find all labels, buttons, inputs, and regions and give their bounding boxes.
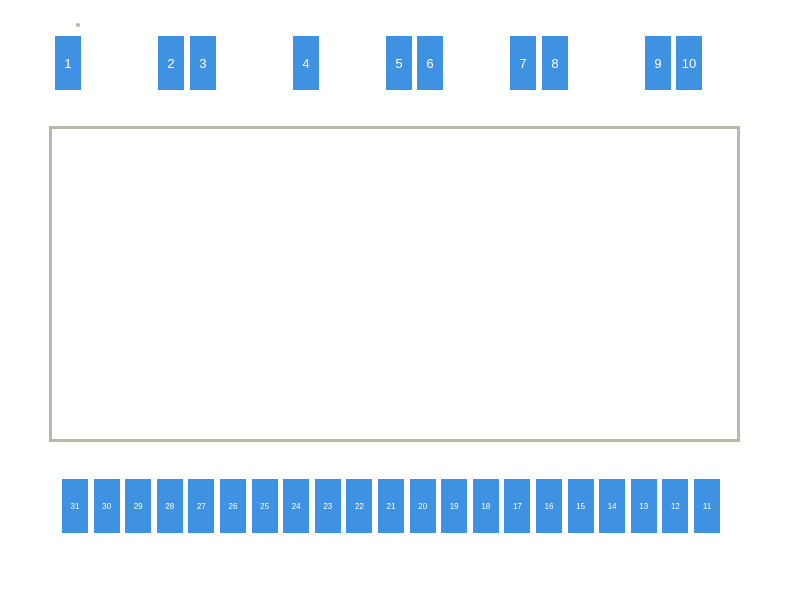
- pad-bottom: 26: [220, 479, 246, 533]
- pad-number: 27: [197, 502, 206, 511]
- pad-bottom: 27: [188, 479, 214, 533]
- pad-bottom: 16: [536, 479, 562, 533]
- pad-number: 24: [292, 502, 301, 511]
- pad-number: 21: [387, 502, 396, 511]
- pad-number: 10: [682, 56, 696, 71]
- pad-top: 3: [190, 36, 216, 90]
- pad-bottom: 20: [410, 479, 436, 533]
- pad-bottom: 15: [568, 479, 594, 533]
- pad-bottom: 25: [252, 479, 278, 533]
- pad-bottom: 12: [662, 479, 688, 533]
- pad-bottom: 23: [315, 479, 341, 533]
- pad-bottom: 31: [62, 479, 88, 533]
- pad-bottom: 11: [694, 479, 720, 533]
- pad-number: 7: [519, 56, 526, 71]
- pad-bottom: 30: [94, 479, 120, 533]
- pad-number: 11: [703, 502, 711, 511]
- pad-top: 10: [676, 36, 702, 90]
- pad-number: 1: [64, 56, 71, 71]
- pad-top: 1: [55, 36, 81, 90]
- pad-number: 14: [608, 502, 617, 511]
- pad-top: 9: [645, 36, 671, 90]
- pad-top: 5: [386, 36, 412, 90]
- pad-number: 29: [134, 502, 143, 511]
- pad-number: 30: [102, 502, 111, 511]
- pad-bottom: 21: [378, 479, 404, 533]
- pad-bottom: 29: [125, 479, 151, 533]
- pad-number: 9: [654, 56, 661, 71]
- pad-number: 22: [355, 502, 364, 511]
- pin1-marker-dot: [76, 23, 80, 27]
- pad-number: 25: [260, 502, 269, 511]
- pad-number: 23: [323, 502, 332, 511]
- pad-number: 18: [481, 502, 490, 511]
- pad-bottom: 19: [441, 479, 467, 533]
- pad-number: 6: [426, 56, 433, 71]
- pad-top: 7: [510, 36, 536, 90]
- pad-top: 2: [158, 36, 184, 90]
- pad-number: 8: [551, 56, 558, 71]
- pad-bottom: 13: [631, 479, 657, 533]
- pad-number: 20: [418, 502, 427, 511]
- pad-bottom: 14: [599, 479, 625, 533]
- pad-number: 12: [671, 502, 680, 511]
- pad-bottom: 17: [504, 479, 530, 533]
- pad-bottom: 24: [283, 479, 309, 533]
- pad-number: 15: [576, 502, 585, 511]
- pad-bottom: 22: [346, 479, 372, 533]
- pad-top: 4: [293, 36, 319, 90]
- pad-number: 19: [450, 502, 459, 511]
- pad-number: 17: [513, 502, 522, 511]
- pad-bottom: 28: [157, 479, 183, 533]
- pad-number: 3: [199, 56, 206, 71]
- pad-top: 6: [417, 36, 443, 90]
- pad-number: 28: [165, 502, 174, 511]
- pad-top: 8: [542, 36, 568, 90]
- pad-number: 26: [229, 502, 238, 511]
- pad-bottom: 18: [473, 479, 499, 533]
- footprint-canvas: 1234567891031302928272625242322212019181…: [0, 0, 788, 608]
- chip-body-outline: [49, 126, 740, 442]
- pad-number: 16: [545, 502, 554, 511]
- pad-number: 4: [302, 56, 309, 71]
- pad-number: 13: [639, 502, 648, 511]
- pad-number: 5: [395, 56, 402, 71]
- pad-number: 2: [167, 56, 174, 71]
- pad-number: 31: [71, 502, 80, 511]
